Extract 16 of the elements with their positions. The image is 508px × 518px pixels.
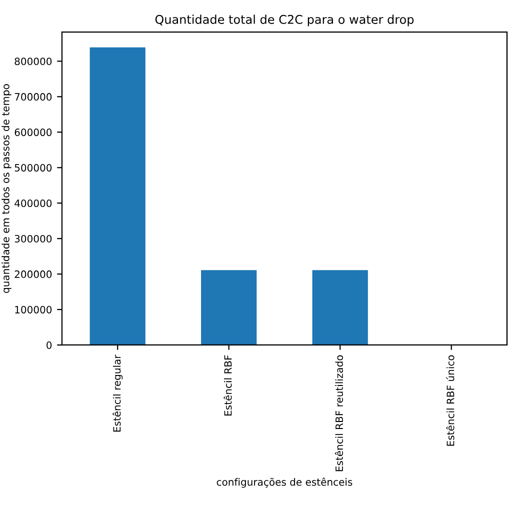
y-tick-label: 300000 <box>14 234 52 243</box>
y-tick-label: 400000 <box>14 199 52 208</box>
x-tick-label: Estêncil RBF reutilizado <box>334 355 344 472</box>
y-tick-label: 700000 <box>14 93 52 101</box>
y-tick-label: 0 <box>46 341 52 349</box>
x-tick-label: Estêncil regular <box>112 354 123 432</box>
y-axis-title: quantidade em todos os passos de tempo <box>2 84 12 293</box>
y-tick-label: 500000 <box>14 164 52 172</box>
y-tick-label: 200000 <box>14 270 52 278</box>
y-tick-label: 800000 <box>14 58 52 66</box>
x-axis-title: configurações de estênceis <box>216 478 352 488</box>
x-tick-label: Estêncil RBF único <box>446 355 454 446</box>
y-tick-label: 600000 <box>14 128 52 136</box>
y-tick-label: 100000 <box>15 306 52 314</box>
chart-title: Quantidade total de C2C para o water drop <box>155 14 414 26</box>
x-tick-label: Estêncil RBF <box>224 355 232 416</box>
